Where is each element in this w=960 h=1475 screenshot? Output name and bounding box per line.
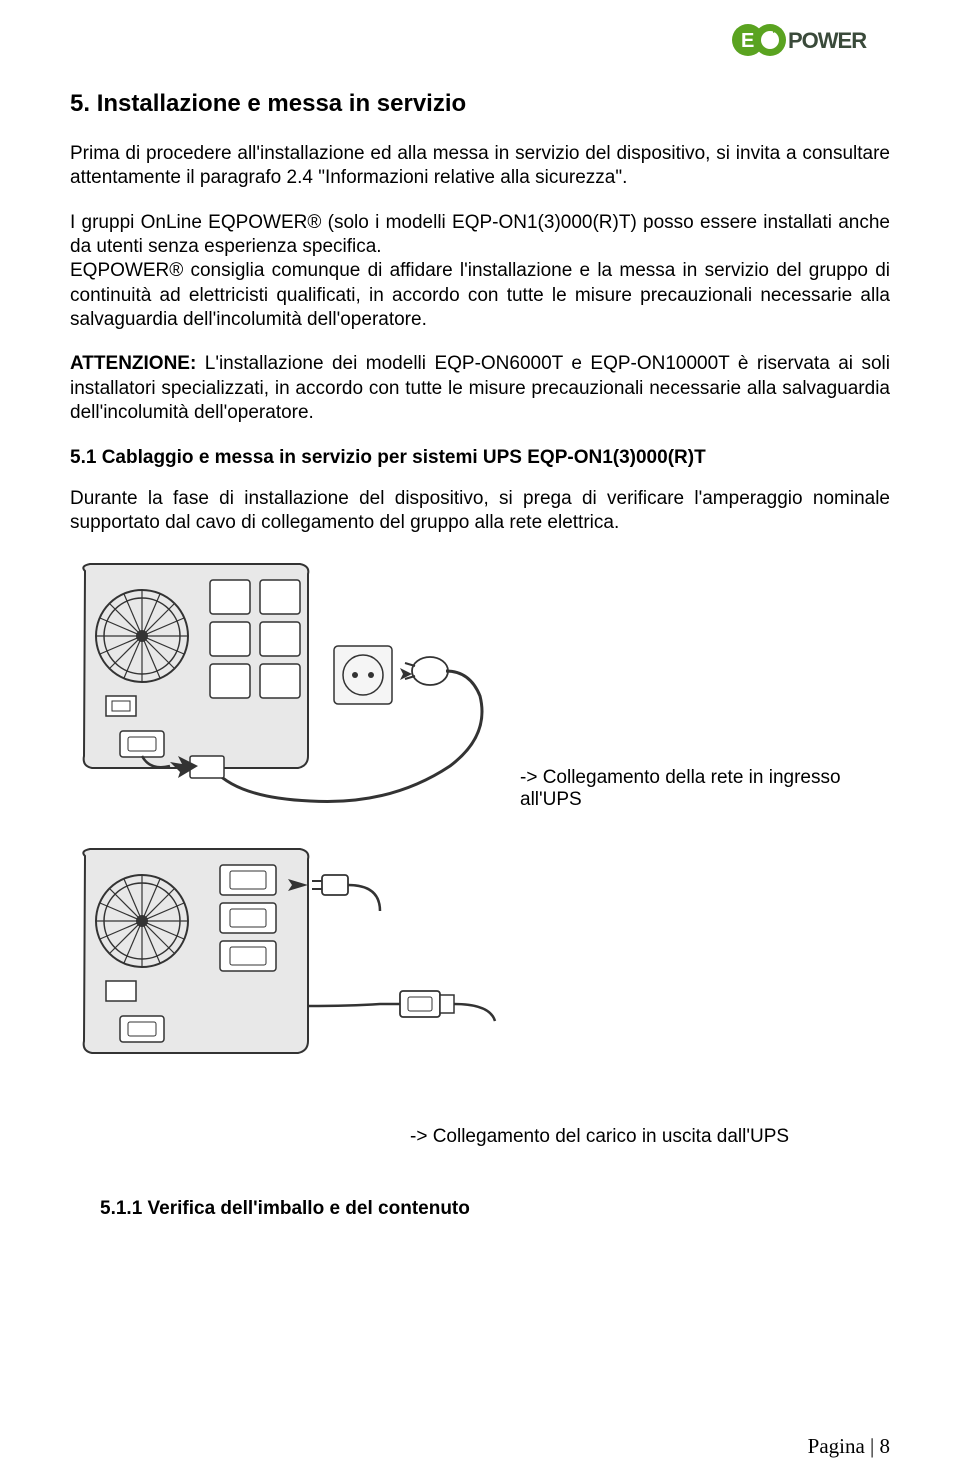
- subsubsection-heading: 5.1.1 Verifica dell'imballo e del conten…: [100, 1198, 890, 1220]
- paragraph-4: ATTENZIONE: L'installazione dei modelli …: [70, 352, 890, 425]
- subsub-number: 5.1.1: [100, 1198, 142, 1219]
- paragraph-3: EQPOWER® consiglia comunque di affidare …: [70, 259, 890, 332]
- section-heading: 5. Installazione e messa in servizio: [70, 90, 890, 118]
- svg-text:E: E: [741, 30, 754, 52]
- paragraph-1: Prima di procedere all'installazione ed …: [70, 142, 890, 191]
- ups-input-illustration: [70, 556, 500, 831]
- svg-text:POWER: POWER: [788, 28, 867, 53]
- brand-logo: E POWER: [730, 18, 890, 73]
- caption-1: -> Collegamento della rete in ingresso a…: [520, 767, 890, 831]
- page-num: 8: [880, 1434, 891, 1458]
- document-page: E POWER 5. Installazione e messa in serv…: [0, 0, 960, 1475]
- subsub-title-text: Verifica dell'imballo e del contenuto: [148, 1198, 470, 1219]
- attention-label: ATTENZIONE:: [70, 353, 196, 374]
- illustration-row-2: -> Collegamento del carico in uscita dal…: [70, 841, 890, 1148]
- illustration-row-1: -> Collegamento della rete in ingresso a…: [70, 556, 890, 831]
- page-prefix: Pagina |: [808, 1434, 880, 1458]
- subsection-heading: 5.1 Cablaggio e messa in servizio per si…: [70, 447, 890, 469]
- subsection-number: 5.1: [70, 447, 96, 468]
- section-number: 5.: [70, 90, 90, 117]
- ups-output-illustration: [70, 841, 890, 1096]
- section-title-text: Installazione e messa in servizio: [97, 90, 467, 117]
- page-number: Pagina | 8: [808, 1434, 890, 1459]
- subsection-body: Durante la fase di installazione del dis…: [70, 487, 890, 536]
- caption-2: -> Collegamento del carico in uscita dal…: [410, 1126, 890, 1148]
- paragraph-2: I gruppi OnLine EQPOWER® (solo i modelli…: [70, 211, 890, 260]
- subsection-title-text: Cablaggio e messa in servizio per sistem…: [102, 447, 706, 468]
